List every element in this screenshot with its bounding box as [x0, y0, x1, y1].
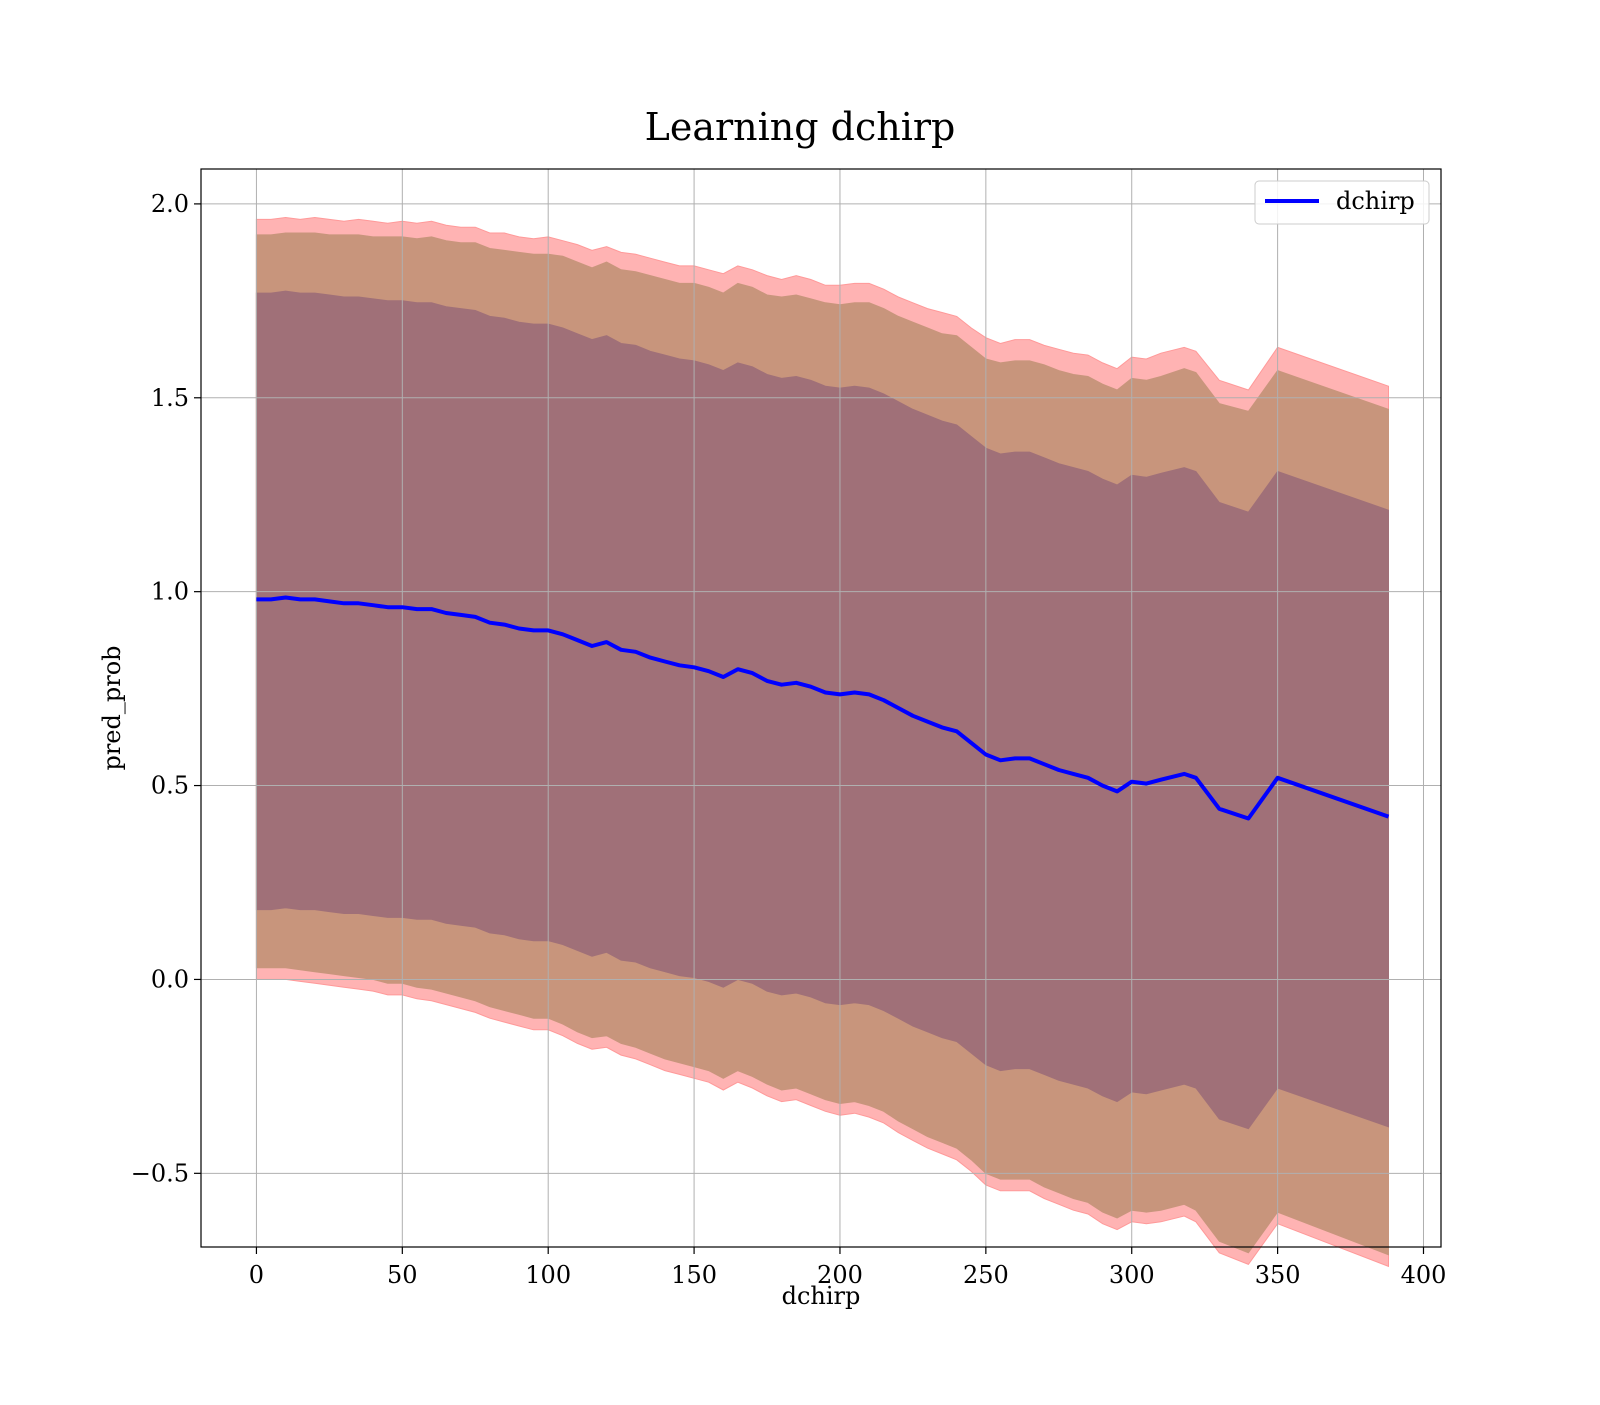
x-tick-label-6: 300 [1109, 1261, 1155, 1289]
x-tick-label-1: 50 [387, 1261, 418, 1289]
chart-title: Learning dchirp [645, 105, 956, 149]
x-tick-label-7: 350 [1255, 1261, 1301, 1289]
legend: dchirp [1254, 180, 1430, 225]
x-axis-ticks: 0 50 100 150 200 250 300 350 400 [249, 1247, 1447, 1289]
x-axis-label: dchirp [782, 1282, 861, 1310]
x-tick-label-0: 0 [249, 1261, 264, 1289]
y-tick-label-1: 0.0 [151, 965, 189, 993]
x-tick-label-3: 150 [671, 1261, 717, 1289]
series-layer [256, 595, 1390, 821]
x-tick-label-2: 100 [525, 1261, 571, 1289]
y-tick-label-5: 2.0 [151, 190, 189, 218]
series-line-dchirp [256, 595, 1390, 821]
y-tick-label-0: −0.5 [131, 1159, 189, 1187]
y-tick-label-3: 1.0 [151, 578, 189, 606]
plot-area [200, 168, 1442, 1268]
plot-frame [200, 168, 1442, 1248]
confidence-band-3 [255, 290, 1389, 1130]
x-tick-label-8: 400 [1401, 1261, 1447, 1289]
legend-box [1254, 180, 1430, 225]
confidence-bands [255, 216, 1389, 1268]
x-tick-label-4: 200 [817, 1261, 863, 1289]
y-axis-label: pred_prob [98, 645, 126, 770]
grid [201, 169, 1441, 1247]
legend-label-dchirp: dchirp [1336, 187, 1415, 215]
x-tick-label-5: 250 [963, 1261, 1009, 1289]
y-tick-label-2: 0.5 [151, 772, 189, 800]
y-axis-ticks: −0.5 0.0 0.5 1.0 1.5 2.0 [131, 190, 201, 1187]
y-tick-label-4: 1.5 [151, 384, 189, 412]
